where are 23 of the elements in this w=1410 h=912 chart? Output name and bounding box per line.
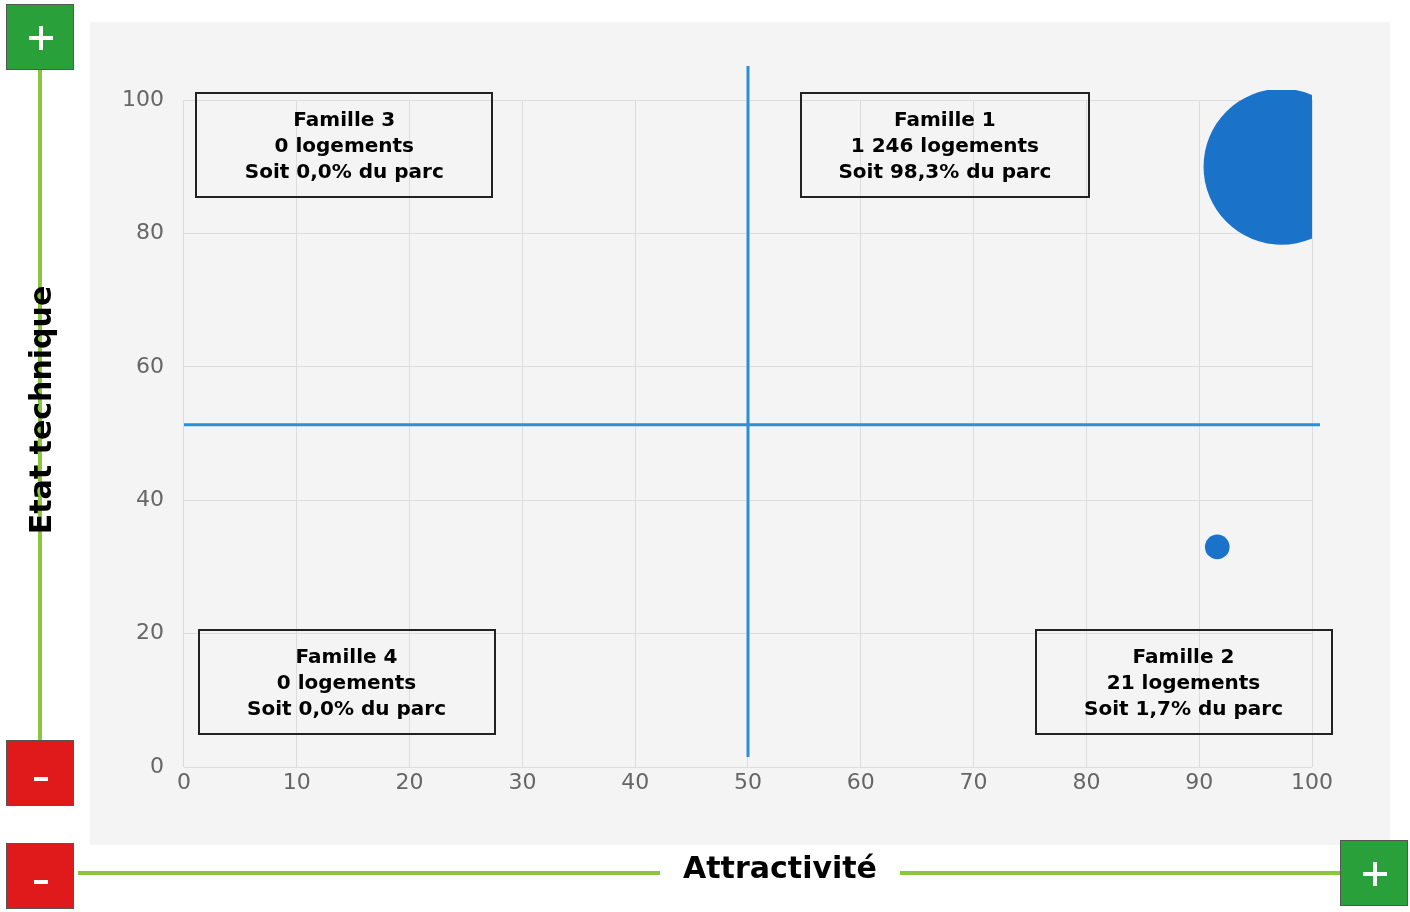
y-tick-label: 80 [135,219,164,245]
x-tick-label: 60 [846,768,875,794]
y-tick-label: 20 [135,619,164,645]
annotation: Famille 2 21 logements Soit 1,7% du parc [1034,629,1333,735]
x-tick-label: 30 [508,768,537,794]
x-axis-title: Attractivité [660,850,900,885]
annotation: Famille 4 0 logements Soit 0,0% du parc [197,629,496,735]
x-tick-label: 40 [621,768,650,794]
x-tick-label: 50 [734,768,762,794]
annotation: Famille 1 1 246 logements Soit 98,3% du parc [799,92,1090,198]
x-tick-label: 10 [282,768,311,794]
y-tick-label: 60 [135,352,164,378]
annotation: Famille 3 0 logements Soit 0,0% du parc [195,92,494,198]
y-axis-title: Etat technique [22,285,58,535]
x-tick-label: 20 [395,768,424,794]
y-tick-label: 40 [135,485,164,511]
x-tick-label: 100 [1291,768,1333,794]
y-tick-label: 0 [149,752,164,778]
x-tick-label: 0 [176,768,191,794]
x-tick-label: 80 [1072,768,1101,794]
y-tick-label: 100 [121,85,164,111]
x-tick-label: 70 [959,768,988,794]
x-tick-label: 90 [1185,768,1214,794]
